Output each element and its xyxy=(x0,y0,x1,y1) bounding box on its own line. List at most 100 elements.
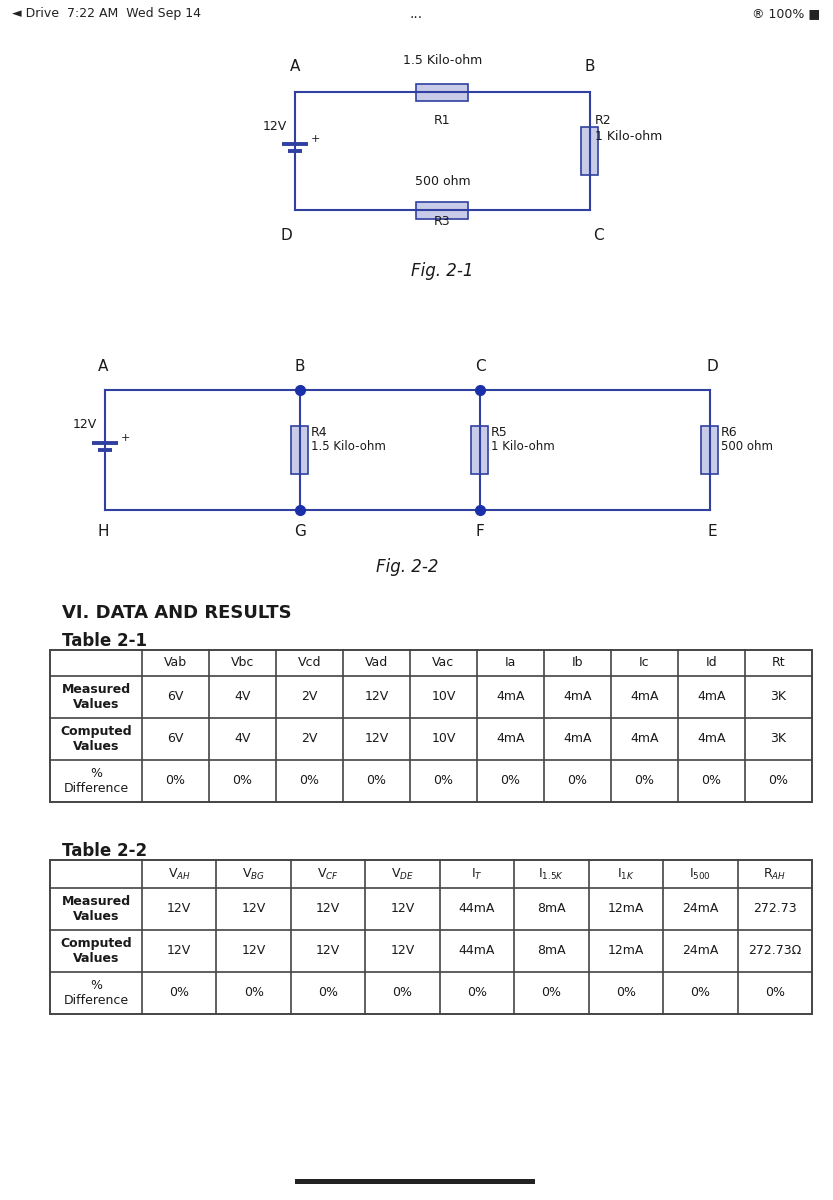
Text: G: G xyxy=(294,524,306,539)
Text: $\mathregular{I}_{1K}$: $\mathregular{I}_{1K}$ xyxy=(617,866,635,882)
Text: ® 100% ■: ® 100% ■ xyxy=(752,7,820,20)
Text: D: D xyxy=(706,359,718,374)
Text: 4mA: 4mA xyxy=(563,690,591,703)
Text: 0%: 0% xyxy=(616,986,636,1000)
Text: Id: Id xyxy=(706,656,717,670)
Bar xyxy=(416,202,468,218)
Text: 0%: 0% xyxy=(769,774,789,787)
Text: Ia: Ia xyxy=(505,656,516,670)
Text: 0%: 0% xyxy=(765,986,785,1000)
Text: Table 2-2: Table 2-2 xyxy=(62,842,147,860)
Text: 272.73: 272.73 xyxy=(753,902,796,916)
Text: C: C xyxy=(475,359,486,374)
Text: 0%: 0% xyxy=(635,774,655,787)
Bar xyxy=(292,426,308,474)
Text: B: B xyxy=(585,59,596,74)
Text: 0%: 0% xyxy=(244,986,264,1000)
Text: 3K: 3K xyxy=(771,732,786,745)
Text: 10V: 10V xyxy=(431,732,456,745)
Text: 1.5 Kilo-ohm: 1.5 Kilo-ohm xyxy=(403,54,482,67)
Text: $\mathregular{I}_{500}$: $\mathregular{I}_{500}$ xyxy=(690,866,711,882)
Text: Measured
Values: Measured Values xyxy=(62,683,131,710)
Text: 10V: 10V xyxy=(431,690,456,703)
Text: 12V: 12V xyxy=(316,944,340,958)
Bar xyxy=(416,84,468,101)
Text: 8mA: 8mA xyxy=(537,902,566,916)
Text: 0%: 0% xyxy=(169,986,189,1000)
Text: 4V: 4V xyxy=(234,690,251,703)
Text: 12V: 12V xyxy=(72,419,97,432)
Text: %
Difference: % Difference xyxy=(63,767,128,794)
Text: 12mA: 12mA xyxy=(608,902,644,916)
Text: 1.5 Kilo-ohm: 1.5 Kilo-ohm xyxy=(311,439,386,452)
Bar xyxy=(701,426,719,474)
Text: ...: ... xyxy=(410,7,422,20)
Text: 4mA: 4mA xyxy=(563,732,591,745)
Bar xyxy=(471,426,488,474)
Text: 0%: 0% xyxy=(701,774,721,787)
Text: Vac: Vac xyxy=(432,656,455,670)
Text: 12V: 12V xyxy=(242,902,266,916)
Text: 0%: 0% xyxy=(467,986,487,1000)
Text: 0%: 0% xyxy=(232,774,252,787)
Text: 0%: 0% xyxy=(367,774,387,787)
Text: Rt: Rt xyxy=(771,656,786,670)
Text: $\mathregular{V}_{DE}$: $\mathregular{V}_{DE}$ xyxy=(391,866,414,882)
Text: 24mA: 24mA xyxy=(682,902,719,916)
Text: 4mA: 4mA xyxy=(697,690,726,703)
Text: %
Difference: % Difference xyxy=(63,979,128,1007)
Text: R1: R1 xyxy=(434,114,451,127)
Text: +: + xyxy=(121,433,131,443)
Text: 0%: 0% xyxy=(318,986,338,1000)
Text: 3K: 3K xyxy=(771,690,786,703)
Text: $\mathregular{I}_{1.5K}$: $\mathregular{I}_{1.5K}$ xyxy=(538,866,565,882)
Text: ◄ Drive  7:22 AM  Wed Sep 14: ◄ Drive 7:22 AM Wed Sep 14 xyxy=(12,7,201,20)
Text: 272.73Ω: 272.73Ω xyxy=(748,944,801,958)
Text: $\mathregular{V}_{CF}$: $\mathregular{V}_{CF}$ xyxy=(317,866,339,882)
Text: 12V: 12V xyxy=(391,902,415,916)
Text: 12mA: 12mA xyxy=(608,944,644,958)
Text: Vbc: Vbc xyxy=(231,656,254,670)
Bar xyxy=(581,127,598,175)
Text: 12V: 12V xyxy=(364,690,389,703)
Text: 1 Kilo-ohm: 1 Kilo-ohm xyxy=(595,130,662,143)
Text: 24mA: 24mA xyxy=(682,944,719,958)
Text: 500 ohm: 500 ohm xyxy=(721,439,773,452)
Text: 4V: 4V xyxy=(234,732,251,745)
Text: $\mathregular{I}_{T}$: $\mathregular{I}_{T}$ xyxy=(471,866,483,882)
Text: 12V: 12V xyxy=(167,944,192,958)
Text: 2V: 2V xyxy=(302,690,317,703)
Text: Ib: Ib xyxy=(571,656,583,670)
Text: 0%: 0% xyxy=(166,774,186,787)
Text: Fig. 2-2: Fig. 2-2 xyxy=(377,558,439,576)
Bar xyxy=(50,650,812,802)
Text: Computed
Values: Computed Values xyxy=(60,725,132,754)
Text: 0%: 0% xyxy=(300,774,320,787)
Text: $\mathregular{V}_{BG}$: $\mathregular{V}_{BG}$ xyxy=(242,866,265,882)
Text: 0%: 0% xyxy=(392,986,412,1000)
Text: Ic: Ic xyxy=(639,656,650,670)
Text: 12V: 12V xyxy=(262,120,287,132)
Text: A: A xyxy=(290,59,300,74)
Text: 12V: 12V xyxy=(167,902,192,916)
Text: E: E xyxy=(707,524,717,539)
Text: D: D xyxy=(280,228,292,242)
Text: 4mA: 4mA xyxy=(697,732,726,745)
Text: 4mA: 4mA xyxy=(631,732,659,745)
Bar xyxy=(295,1178,535,1184)
Text: 12V: 12V xyxy=(364,732,389,745)
Text: Computed
Values: Computed Values xyxy=(60,937,132,965)
Text: VI. DATA AND RESULTS: VI. DATA AND RESULTS xyxy=(62,604,292,622)
Text: B: B xyxy=(295,359,305,374)
Text: R2: R2 xyxy=(595,114,611,127)
Text: 0%: 0% xyxy=(433,774,453,787)
Text: 44mA: 44mA xyxy=(459,902,495,916)
Text: C: C xyxy=(593,228,604,242)
Text: 1 Kilo-ohm: 1 Kilo-ohm xyxy=(491,439,555,452)
Bar xyxy=(50,860,812,1014)
Text: 0%: 0% xyxy=(501,774,521,787)
Text: Vcd: Vcd xyxy=(297,656,322,670)
Text: 2V: 2V xyxy=(302,732,317,745)
Text: A: A xyxy=(97,359,108,374)
Text: 4mA: 4mA xyxy=(631,690,659,703)
